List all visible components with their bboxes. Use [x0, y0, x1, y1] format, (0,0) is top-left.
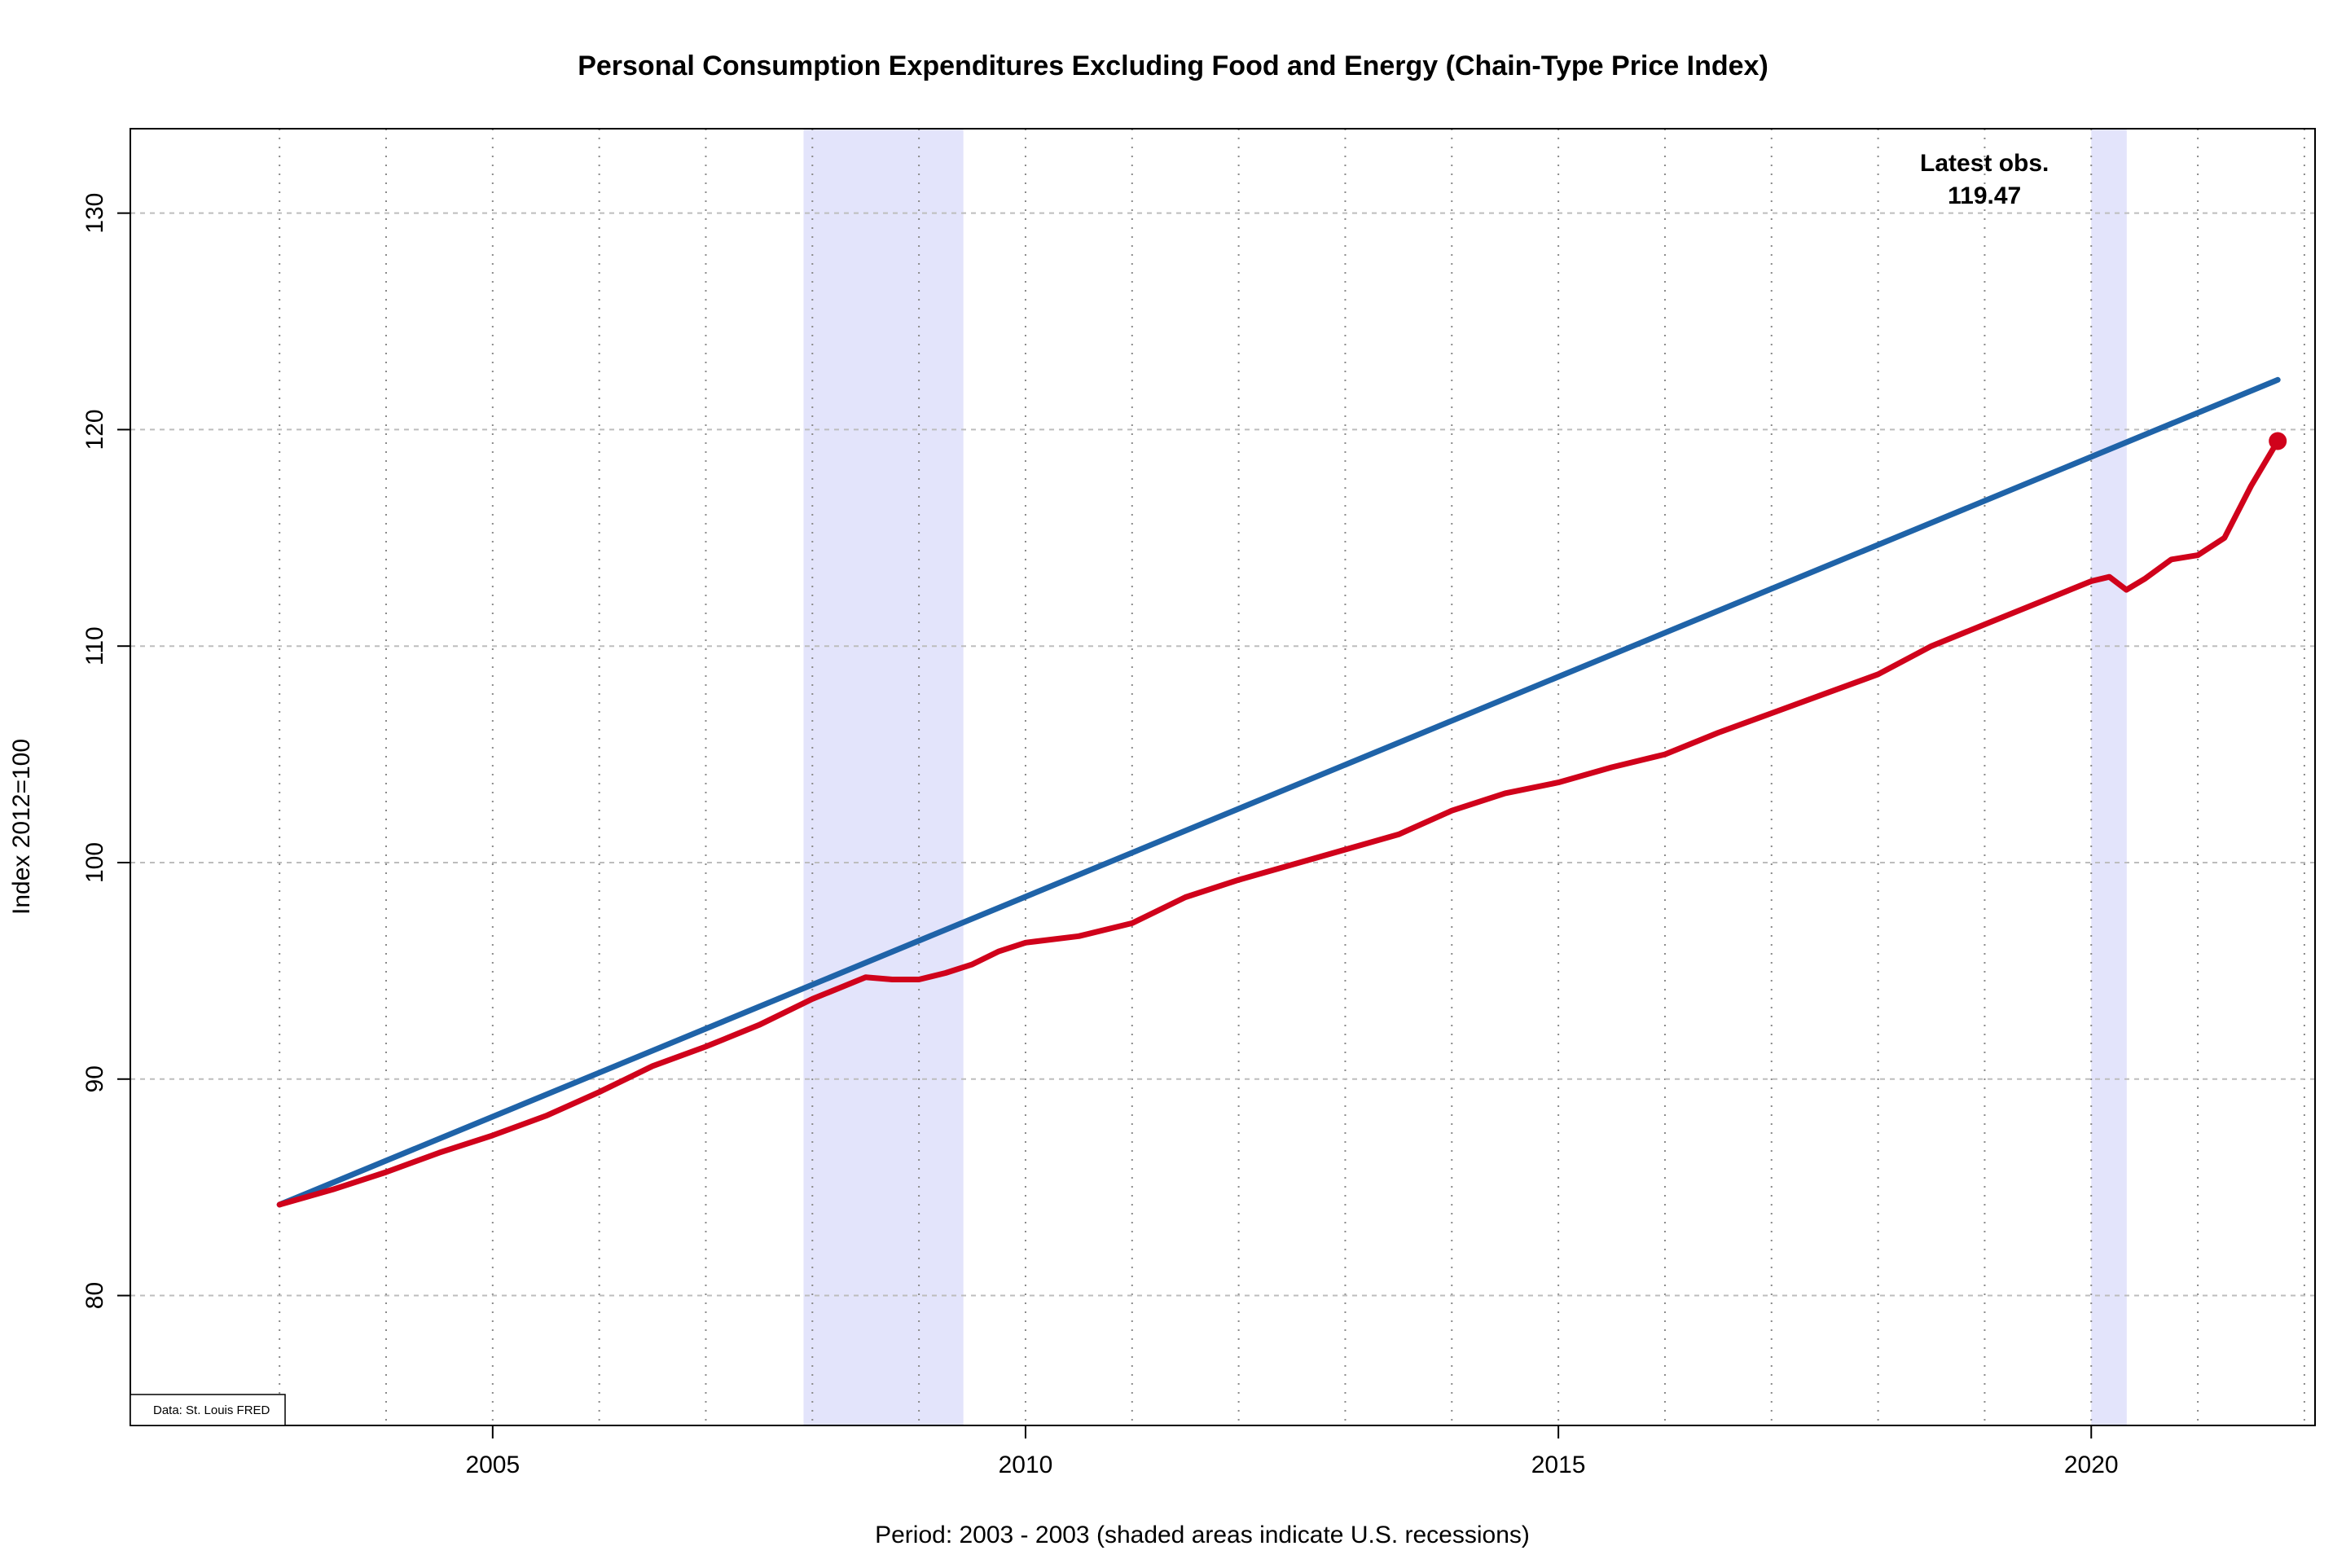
x-tick-label: 2010 — [999, 1452, 1053, 1478]
axes: 2005 2010 2015 2020 80 90 100 110 120 130 — [81, 193, 2119, 1478]
series-line — [276, 376, 2281, 1208]
y-tick-label: 110 — [81, 626, 108, 665]
chart-title: Personal Consumption Expenditures Exclud… — [578, 51, 1768, 81]
y-axis-label: Index 2012=100 — [8, 739, 35, 915]
y-tick-label: 80 — [81, 1282, 108, 1309]
x-axis-label: Period: 2003 - 2003 (shaded areas indica… — [875, 1522, 1530, 1548]
y-tick-label: 90 — [81, 1065, 108, 1092]
y-tick-label: 120 — [81, 409, 108, 450]
latest-point-marker — [2269, 432, 2287, 450]
plot-frame — [130, 128, 2316, 1426]
latest-point-layer — [2269, 432, 2287, 450]
y-tick-label: 130 — [81, 193, 108, 234]
recession-band — [803, 129, 964, 1425]
x-tick-label: 2005 — [465, 1452, 520, 1478]
annotation-label: Latest obs. — [1920, 150, 2049, 177]
recession-bands — [803, 129, 2127, 1425]
y-tick-label: 100 — [81, 842, 108, 883]
x-tick-label: 2020 — [2064, 1452, 2119, 1478]
recession-band — [2091, 129, 2127, 1425]
source-note-text: Data: St. Louis FRED — [153, 1403, 270, 1417]
series-line — [276, 438, 2281, 1208]
series-lines — [276, 376, 2281, 1208]
annotation-value: 119.47 — [1948, 182, 2021, 209]
x-tick-label: 2015 — [1531, 1452, 1586, 1478]
source-note: Data: St. Louis FRED — [130, 1394, 286, 1426]
grid-lines — [130, 129, 2315, 1425]
latest-observation-annotation: Latest obs. 119.47 — [1920, 150, 2049, 209]
source-note-box — [130, 1394, 286, 1426]
